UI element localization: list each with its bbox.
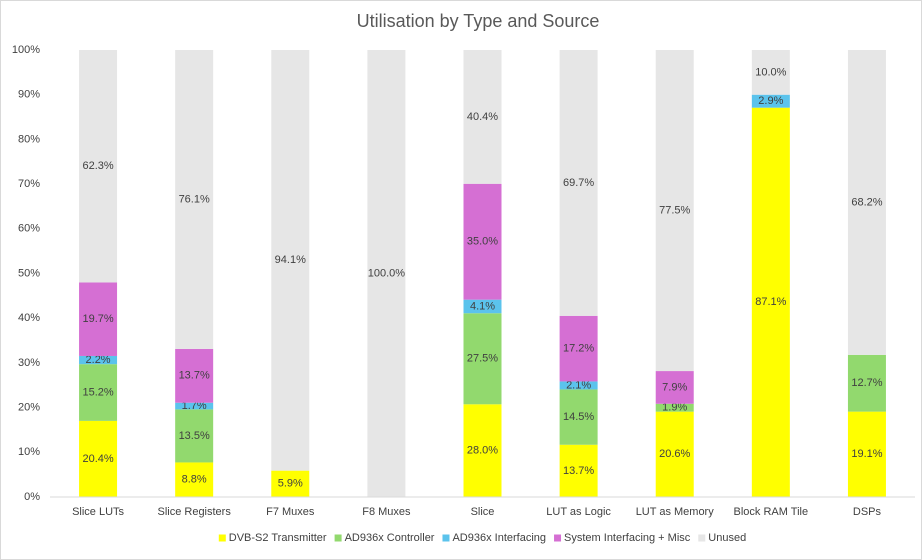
legend-swatch bbox=[554, 534, 562, 542]
legend-swatch bbox=[442, 534, 450, 542]
bar-segment bbox=[463, 299, 502, 314]
data-label: 15.2% bbox=[82, 386, 113, 398]
data-label: 2.1% bbox=[566, 379, 591, 391]
data-label: 35.0% bbox=[467, 236, 498, 248]
legend-label: System Interfacing + Misc bbox=[564, 532, 691, 544]
bar-segment bbox=[751, 94, 790, 108]
data-label: 1.9% bbox=[662, 402, 687, 414]
data-label: 87.1% bbox=[755, 296, 786, 308]
y-tick-label: 80% bbox=[18, 133, 40, 145]
x-tick-label: LUT as Logic bbox=[546, 506, 611, 518]
data-label: 8.8% bbox=[182, 474, 207, 486]
bar-segment bbox=[79, 282, 118, 356]
data-label: 68.2% bbox=[851, 196, 882, 208]
y-tick-label: 100% bbox=[12, 44, 40, 56]
bar-segment bbox=[175, 50, 214, 349]
bar-segment bbox=[559, 389, 598, 445]
bar-segment bbox=[559, 315, 598, 382]
data-label: 19.7% bbox=[82, 313, 113, 325]
legend-swatch bbox=[218, 534, 226, 542]
x-tick-label: Slice Registers bbox=[157, 506, 231, 518]
x-tick-label: DSPs bbox=[853, 506, 882, 518]
bar-segment bbox=[559, 444, 598, 497]
bar-segment bbox=[655, 411, 694, 497]
legend-swatch bbox=[698, 534, 706, 542]
data-label: 62.3% bbox=[82, 160, 113, 172]
y-tick-label: 60% bbox=[18, 223, 40, 235]
bar-segment bbox=[655, 50, 694, 372]
x-tick-label: F8 Muxes bbox=[362, 506, 411, 518]
data-label: 100.0% bbox=[368, 267, 406, 279]
bar-segment bbox=[847, 354, 886, 412]
bar-segment bbox=[79, 364, 118, 421]
bar-segment bbox=[463, 404, 502, 497]
x-tick-label: Slice bbox=[471, 506, 495, 518]
y-tick-label: 20% bbox=[18, 402, 40, 414]
bar-segment bbox=[463, 183, 502, 300]
data-label: 76.1% bbox=[179, 193, 210, 205]
data-label: 14.5% bbox=[563, 411, 594, 423]
x-tick-label: LUT as Memory bbox=[636, 506, 715, 518]
data-label: 10.0% bbox=[755, 66, 786, 78]
bar-segment bbox=[175, 402, 214, 410]
bar-segment bbox=[559, 381, 598, 390]
y-tick-label: 40% bbox=[18, 312, 40, 324]
data-label: 20.4% bbox=[82, 453, 113, 465]
data-label: 13.7% bbox=[179, 370, 210, 382]
bar-segment bbox=[751, 50, 790, 95]
data-label: 12.7% bbox=[851, 377, 882, 389]
bar-segment bbox=[847, 411, 886, 497]
bar-segment bbox=[847, 50, 886, 355]
y-tick-label: 30% bbox=[18, 357, 40, 369]
data-label: 94.1% bbox=[275, 254, 306, 266]
legend-swatch bbox=[334, 534, 342, 542]
legend-label: AD936x Controller bbox=[345, 532, 435, 544]
bar-segment bbox=[79, 50, 118, 283]
y-tick-label: 0% bbox=[24, 491, 40, 503]
bar-segment bbox=[655, 371, 694, 404]
data-label: 2.2% bbox=[86, 354, 111, 366]
data-label: 7.9% bbox=[662, 381, 687, 393]
y-tick-label: 70% bbox=[18, 178, 40, 190]
y-tick-label: 50% bbox=[18, 267, 40, 279]
bar-segment bbox=[175, 462, 214, 497]
bar-segment bbox=[271, 50, 310, 471]
bar-segment bbox=[271, 470, 310, 497]
y-tick-label: 10% bbox=[18, 446, 40, 458]
bar-segment bbox=[463, 50, 502, 184]
data-label: 27.5% bbox=[467, 353, 498, 365]
data-label: 19.1% bbox=[851, 448, 882, 460]
data-label: 20.6% bbox=[659, 448, 690, 460]
bar-segment bbox=[367, 50, 406, 497]
chart-title: Utilisation by Type and Source bbox=[357, 11, 600, 31]
bar-segment bbox=[175, 348, 214, 403]
data-label: 5.9% bbox=[278, 478, 303, 490]
data-label: 2.9% bbox=[758, 95, 783, 107]
data-label: 28.0% bbox=[467, 445, 498, 457]
x-tick-label: Block RAM Tile bbox=[734, 506, 809, 518]
data-label: 40.4% bbox=[467, 111, 498, 123]
bar-segment bbox=[175, 409, 214, 463]
data-label: 13.7% bbox=[563, 465, 594, 477]
data-label: 4.1% bbox=[470, 300, 495, 312]
x-tick-label: F7 Muxes bbox=[266, 506, 315, 518]
bar-segment bbox=[79, 355, 118, 365]
legend-label: DVB-S2 Transmitter bbox=[229, 532, 327, 544]
bar-segment bbox=[463, 313, 502, 405]
data-label: 1.7% bbox=[182, 400, 207, 412]
legend-label: AD936x Interfacing bbox=[452, 532, 546, 544]
data-label: 17.2% bbox=[563, 343, 594, 355]
bar-segment bbox=[751, 107, 790, 498]
legend-label: Unused bbox=[708, 532, 746, 544]
y-tick-label: 90% bbox=[18, 89, 40, 101]
bar-segment bbox=[655, 403, 694, 412]
data-label: 13.5% bbox=[179, 430, 210, 442]
bar-segment bbox=[559, 50, 598, 316]
bar-segment bbox=[79, 420, 118, 497]
data-label: 69.7% bbox=[563, 177, 594, 189]
data-label: 77.5% bbox=[659, 204, 690, 216]
x-tick-label: Slice LUTs bbox=[72, 506, 124, 518]
